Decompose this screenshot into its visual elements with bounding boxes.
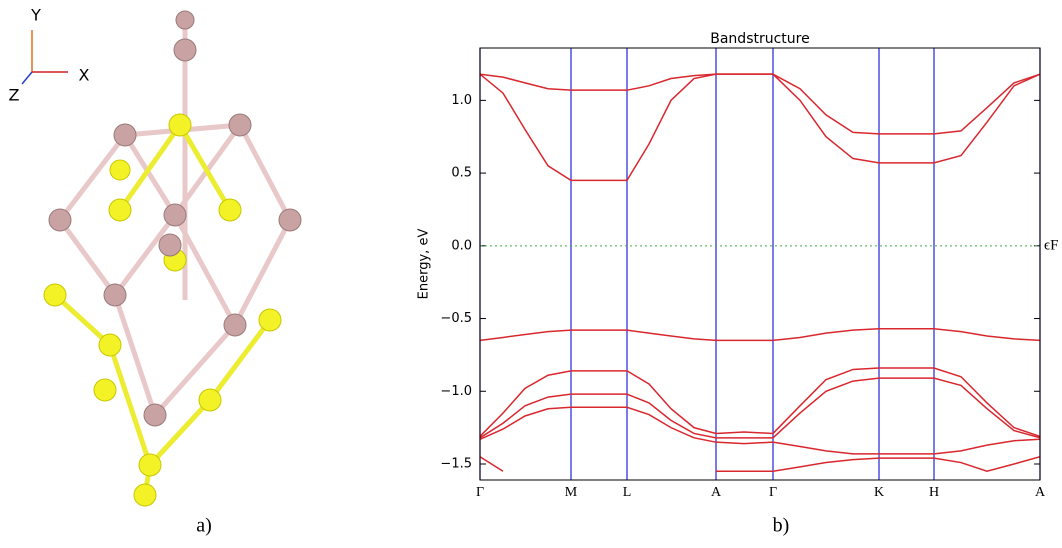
x-tick-label: K — [874, 485, 884, 500]
x-tick-label: L — [623, 485, 632, 500]
y-axis-label: Energy, eV — [417, 229, 432, 300]
axes-triad: Y X Z — [9, 6, 90, 105]
figure: Y X Z a) b) Bandstructure Energy, eV Γ M L… — [0, 0, 1062, 548]
panel-label: b) — [773, 515, 790, 537]
band-line — [480, 457, 1040, 472]
x-tick-label: A — [711, 485, 722, 500]
band-line — [480, 407, 1040, 454]
x-tick-label: A — [1035, 485, 1046, 500]
y-tick-label: −1.5 — [440, 457, 472, 472]
chart-title: Bandstructure — [710, 31, 809, 47]
band-line — [480, 368, 1040, 436]
molecule — [44, 11, 301, 506]
axis-y-letter: Y — [30, 6, 41, 25]
band-line — [480, 74, 1040, 134]
y-tick-label: 0.5 — [451, 166, 472, 181]
plot-frame — [480, 48, 1040, 480]
axis-z-letter: Z — [9, 86, 20, 105]
y-tick-label: 0.0 — [451, 238, 472, 253]
x-tick-label: M — [565, 485, 578, 500]
y-tick-label: 1.0 — [451, 93, 472, 108]
x-tick-label: H — [929, 485, 939, 500]
x-tick-label: Γ — [769, 485, 777, 500]
fermi-label: ϵF — [1044, 237, 1058, 253]
panel-label: a) — [196, 515, 212, 537]
y-tick-label: −1.0 — [440, 384, 472, 399]
y-tick-label: −0.5 — [440, 311, 472, 326]
band-line — [480, 329, 1040, 341]
axis-x-letter: X — [79, 66, 90, 85]
x-tick-label: Γ — [476, 485, 484, 500]
